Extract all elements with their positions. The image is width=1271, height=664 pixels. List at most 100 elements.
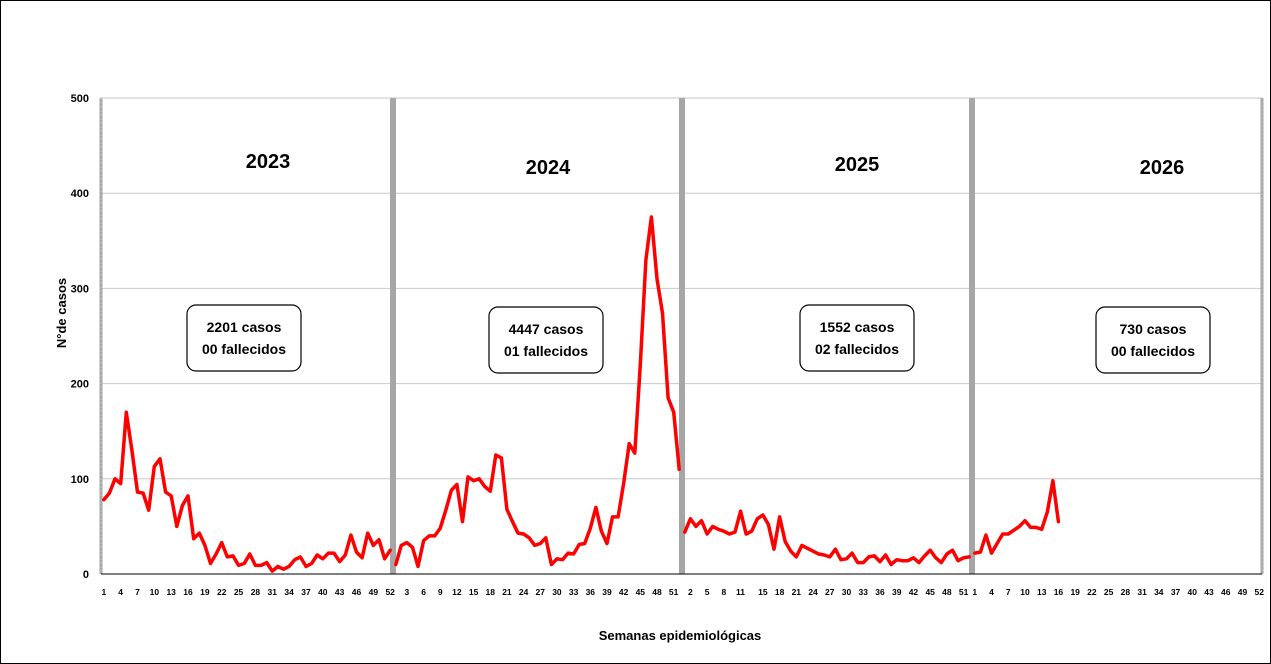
x-tick-label: 46: [1221, 587, 1231, 597]
x-tick-label: 18: [775, 587, 785, 597]
note-cases: 730 casos: [1120, 321, 1187, 337]
note-deaths: 00 fallecidos: [1111, 343, 1195, 359]
x-tick-label: 30: [842, 587, 852, 597]
x-tick-label: 49: [1238, 587, 1248, 597]
note-box: [799, 304, 915, 372]
x-tick-label: 10: [1020, 587, 1030, 597]
y-tick-label: 200: [71, 379, 89, 391]
x-tick-label: 33: [569, 587, 579, 597]
x-tick-label: 1: [101, 587, 106, 597]
x-tick-label: 21: [502, 587, 512, 597]
x-tick-label: 36: [586, 587, 596, 597]
note-box: [186, 304, 302, 372]
x-tick-label: 2: [688, 587, 693, 597]
x-tick-label: 21: [792, 587, 802, 597]
x-tick-label: 8: [721, 587, 726, 597]
y-axis-title: N°de casos: [54, 278, 69, 348]
x-tick-label: 39: [602, 587, 612, 597]
y-tick-label: 500: [71, 93, 89, 105]
x-tick-label: 13: [166, 587, 176, 597]
x-tick-label: 36: [875, 587, 885, 597]
x-tick-label: 43: [1204, 587, 1214, 597]
y-tick-label: 300: [71, 283, 89, 295]
note-cases: 1552 casos: [820, 319, 895, 335]
series-line-2025: [683, 509, 971, 567]
x-tick-label: 52: [1254, 587, 1264, 597]
x-tick-label: 37: [301, 587, 311, 597]
x-tick-label: 15: [758, 587, 768, 597]
x-tick-label: 25: [234, 587, 244, 597]
y-tick-label: 100: [71, 474, 89, 486]
x-tick-label: 31: [268, 587, 278, 597]
x-tick-label: 34: [1154, 587, 1164, 597]
x-tick-label: 10: [150, 587, 160, 597]
x-tick-label: 40: [318, 587, 328, 597]
series-line-2024: [394, 215, 681, 569]
x-tick-label: 27: [825, 587, 835, 597]
year-label: 2026: [1140, 157, 1185, 179]
case-series: [102, 215, 1061, 573]
x-tick-label: 31: [1137, 587, 1147, 597]
x-tick-label: 13: [1037, 587, 1047, 597]
year-label: 2023: [246, 151, 291, 173]
x-tick-label: 1: [972, 587, 977, 597]
x-tick-label: 7: [1006, 587, 1011, 597]
x-tick-label: 24: [808, 587, 818, 597]
note-deaths: 02 fallecidos: [815, 341, 899, 357]
x-tick-label: 33: [859, 587, 869, 597]
note-box: [1095, 306, 1211, 374]
series-line-2026: [973, 478, 1061, 555]
x-tick-label: 16: [1054, 587, 1064, 597]
x-tick-label: 49: [369, 587, 379, 597]
x-tick-label: 22: [217, 587, 227, 597]
x-tick-label: 25: [1104, 587, 1114, 597]
series-line-2023: [102, 410, 392, 573]
year-label: 2025: [835, 154, 880, 176]
x-tick-label: 6: [421, 587, 426, 597]
x-tick-label: 7: [135, 587, 140, 597]
note-deaths: 01 fallecidos: [504, 343, 588, 359]
x-tick-label: 15: [469, 587, 479, 597]
x-tick-label: 11: [736, 587, 745, 597]
note-deaths: 00 fallecidos: [202, 341, 286, 357]
x-axis-ticks: 1 4 7 10 13 16 19 22 25 28 31 34 37 40 43 46 49 52 3 6 9 12 15…: [101, 587, 1264, 597]
x-tick-label: 19: [200, 587, 210, 597]
x-tick-label: 37: [1171, 587, 1181, 597]
x-tick-label: 48: [942, 587, 952, 597]
x-tick-label: 22: [1087, 587, 1097, 597]
x-tick-label: 42: [909, 587, 919, 597]
note-cases: 2201 casos: [207, 319, 282, 335]
x-tick-label: 43: [335, 587, 345, 597]
x-tick-label: 28: [1121, 587, 1131, 597]
x-tick-label: 39: [892, 587, 902, 597]
y-tick-label: 0: [83, 569, 89, 581]
x-tick-label: 45: [636, 587, 646, 597]
x-tick-label: 48: [652, 587, 662, 597]
x-tick-label: 3: [405, 587, 410, 597]
x-tick-label: 9: [438, 587, 443, 597]
x-tick-label: 4: [118, 587, 123, 597]
x-tick-label: 4: [989, 587, 994, 597]
x-tick-label: 16: [183, 587, 193, 597]
x-tick-label: 5: [705, 587, 710, 597]
x-tick-label: 12: [452, 587, 462, 597]
x-tick-label: 28: [251, 587, 261, 597]
x-tick-label: 27: [536, 587, 546, 597]
x-tick-label: 46: [352, 587, 362, 597]
x-tick-label: 40: [1188, 587, 1198, 597]
y-tick-label: 400: [71, 188, 89, 200]
x-tick-label: 42: [619, 587, 629, 597]
note-box: [488, 306, 604, 374]
x-tick-label: 51: [959, 587, 969, 597]
x-tick-label: 51: [669, 587, 679, 597]
x-tick-label: 30: [552, 587, 562, 597]
x-axis-title: Semanas epidemiológicas: [599, 628, 762, 643]
panel-labels: 2023 2201 casos 00 fallecidos 2024 4447 caso…: [186, 151, 1211, 374]
x-tick-label: 45: [925, 587, 935, 597]
y-axis-ticks: 0 100 200 300 400 500: [71, 93, 1262, 581]
x-tick-label: 34: [284, 587, 294, 597]
note-cases: 4447 casos: [509, 321, 584, 337]
x-tick-label: 18: [486, 587, 496, 597]
x-tick-label: 52: [385, 587, 395, 597]
